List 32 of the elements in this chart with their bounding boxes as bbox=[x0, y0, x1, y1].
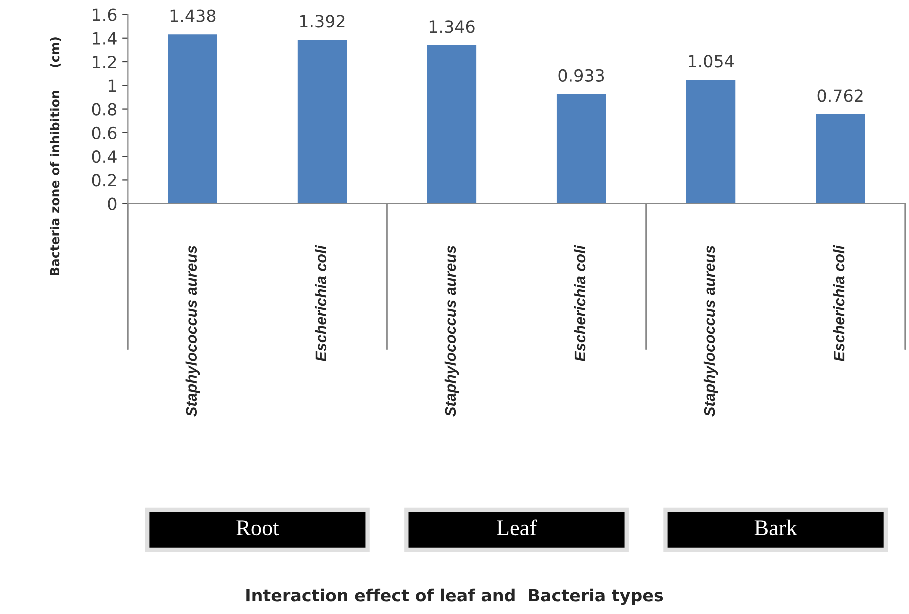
bar bbox=[426, 44, 478, 204]
bar bbox=[814, 113, 867, 204]
data-label: 1.438 bbox=[170, 10, 216, 22]
data-label: 1.392 bbox=[300, 15, 345, 28]
y-tick-label: 0.2 bbox=[92, 174, 116, 187]
bar bbox=[556, 92, 608, 204]
data-label: 1.054 bbox=[689, 55, 734, 68]
data-label: 1.346 bbox=[430, 20, 475, 34]
text: Bark bbox=[754, 520, 798, 536]
bar bbox=[166, 33, 219, 204]
y-tick-label: 1.4 bbox=[93, 32, 117, 45]
x-tick-label: Escherichia coli bbox=[574, 245, 586, 362]
x-tick-label: Escherichia coli bbox=[315, 245, 327, 362]
x-tick-label: Staphylococcus aureus bbox=[186, 246, 200, 417]
y-tick-label: 1 bbox=[108, 80, 116, 92]
text: Root bbox=[236, 520, 280, 536]
data-label: 0.762 bbox=[818, 90, 863, 102]
x-tick-label: Staphylococcus aureus bbox=[444, 246, 460, 417]
data-label: 0.933 bbox=[558, 69, 604, 82]
y-tick-label: 0.8 bbox=[92, 103, 117, 116]
text: Leaf bbox=[497, 520, 538, 536]
y-tick-label: 0 bbox=[108, 198, 117, 210]
bar bbox=[685, 78, 738, 204]
y-tick-label: 1.2 bbox=[93, 56, 116, 68]
y-tick-label: 1.6 bbox=[93, 8, 117, 22]
bar bbox=[296, 38, 348, 204]
y-tick-label: 0.6 bbox=[92, 126, 117, 140]
text: Interaction effect of leaf and Bacteria types bbox=[246, 588, 664, 606]
y-axis-title: Bacteria zone of inhibition (cm) bbox=[50, 38, 62, 276]
y-tick-label: 0.4 bbox=[92, 150, 117, 164]
x-tick-label: Escherichia coli bbox=[833, 245, 845, 362]
x-tick-label: Staphylococcus aureus bbox=[704, 246, 718, 417]
